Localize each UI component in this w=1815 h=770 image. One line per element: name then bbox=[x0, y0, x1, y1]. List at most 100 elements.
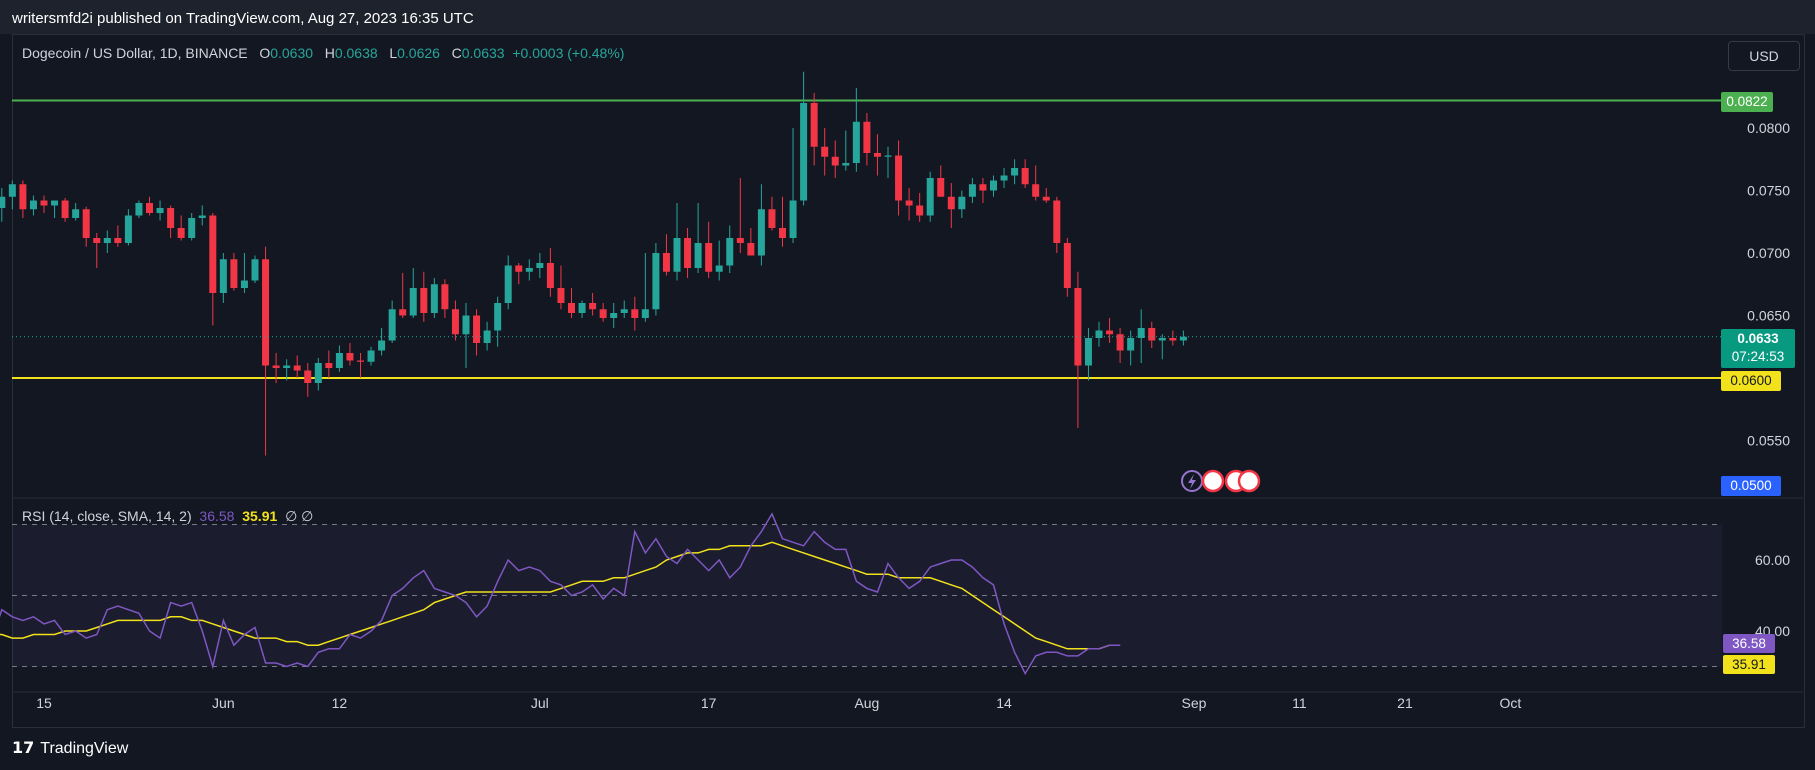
candle-body bbox=[61, 200, 69, 218]
candle-body bbox=[1011, 168, 1019, 176]
candle-body bbox=[1063, 243, 1071, 288]
candle-body bbox=[29, 200, 37, 210]
candle-body bbox=[757, 209, 765, 256]
rsi-label: RSI (14, close, SMA, 14, 2) bbox=[22, 508, 192, 524]
event-markers[interactable] bbox=[1181, 469, 1261, 493]
candle-body bbox=[388, 309, 396, 341]
time-tick-label: Jun bbox=[212, 695, 235, 711]
rsi-legend-value: 36.58 bbox=[199, 508, 235, 524]
change-value: +0.0003 (+0.48%) bbox=[512, 45, 625, 61]
candle-body bbox=[494, 303, 502, 331]
candle-body bbox=[177, 228, 185, 238]
candle-body bbox=[705, 243, 713, 272]
candle-body bbox=[578, 303, 586, 313]
candle-body bbox=[715, 265, 723, 272]
time-tick-label: 15 bbox=[36, 695, 52, 711]
price-axis: 0.0800 0.0750 0.0700 0.0650 0.0550 bbox=[1747, 120, 1790, 449]
rsi-sma-value-badge: 35.91 bbox=[1723, 655, 1775, 674]
us-flag-event-icon bbox=[1201, 469, 1225, 493]
rsi-legend[interactable]: RSI (14, close, SMA, 14, 2) 36.58 35.91 … bbox=[22, 508, 313, 525]
candle-body bbox=[451, 309, 459, 335]
candle-body bbox=[958, 196, 966, 210]
candle-body bbox=[1084, 338, 1092, 366]
candle-body bbox=[146, 203, 153, 213]
close-value: 0.0633 bbox=[461, 45, 505, 61]
candle-body bbox=[1116, 334, 1124, 351]
candle-body bbox=[0, 196, 6, 208]
candle-body bbox=[852, 121, 860, 163]
candle-body bbox=[1137, 328, 1145, 338]
candle-body bbox=[198, 215, 206, 218]
price-tick-label: 0.0700 bbox=[1747, 245, 1790, 261]
currency-button[interactable]: USD bbox=[1728, 41, 1800, 71]
candle-body bbox=[821, 146, 829, 157]
candle-body bbox=[114, 238, 122, 243]
candle-body bbox=[726, 238, 734, 266]
candle-body bbox=[937, 178, 945, 197]
current-price-badge: 0.0633 07:24:53 bbox=[1721, 329, 1795, 368]
time-tick-label: 14 bbox=[996, 695, 1012, 711]
resistance-price-badge: 0.0822 bbox=[1721, 92, 1773, 112]
candle-body bbox=[694, 243, 702, 268]
time-tick-label: 12 bbox=[332, 695, 348, 711]
price-tick-label: 0.0800 bbox=[1747, 120, 1790, 136]
candle-body bbox=[314, 363, 322, 383]
candle-body bbox=[1106, 330, 1114, 335]
top-bar: writersmfd2i published on TradingView.co… bbox=[0, 0, 1815, 34]
candle-body bbox=[557, 288, 565, 303]
footer-branding[interactable]: 17 TradingView bbox=[12, 738, 128, 758]
candle-body bbox=[831, 156, 839, 166]
price-tick-label: 0.0750 bbox=[1747, 183, 1790, 199]
candle-body bbox=[251, 259, 259, 281]
candle-body bbox=[103, 238, 111, 243]
close-label: C bbox=[451, 45, 462, 61]
candle-body bbox=[947, 196, 955, 210]
candle-body bbox=[219, 259, 227, 293]
candle-body bbox=[293, 365, 301, 371]
candle-body bbox=[568, 303, 575, 313]
high-value: 0.0638 bbox=[334, 45, 378, 61]
candle-body bbox=[589, 303, 597, 310]
candle-body bbox=[525, 268, 533, 272]
symbol-legend[interactable]: Dogecoin / US Dollar, 1D, BINANCE O0.063… bbox=[22, 45, 624, 61]
candle-body bbox=[842, 163, 850, 166]
candle-body bbox=[135, 203, 143, 216]
candle-body bbox=[93, 238, 101, 243]
candle-countdown: 07:24:53 bbox=[1731, 349, 1785, 364]
time-tick-label: Aug bbox=[854, 695, 879, 711]
candle-body bbox=[1148, 328, 1156, 341]
rsi-tick-label: 60.00 bbox=[1755, 552, 1790, 568]
candle-body bbox=[905, 200, 913, 206]
candle-body bbox=[631, 309, 639, 318]
candle-body bbox=[662, 253, 670, 272]
price-tick-label: 0.0550 bbox=[1747, 433, 1790, 449]
candle-body bbox=[346, 353, 354, 361]
candle-body bbox=[304, 370, 312, 383]
candle-body bbox=[1042, 196, 1050, 201]
time-tick-label: Jul bbox=[531, 695, 549, 711]
candle-body bbox=[82, 209, 90, 238]
candle-body bbox=[1095, 330, 1103, 338]
candle-body bbox=[240, 280, 248, 288]
publisher-line: writersmfd2i published on TradingView.co… bbox=[12, 10, 474, 27]
candle-body bbox=[968, 184, 976, 197]
candle-body bbox=[610, 313, 618, 318]
rsi-extra-values: ∅ ∅ bbox=[285, 508, 314, 524]
rsi-sma-legend-value: 35.91 bbox=[242, 508, 278, 524]
candle-body bbox=[768, 209, 776, 228]
price-pane bbox=[0, 71, 1803, 499]
candle-body bbox=[335, 353, 343, 368]
candle-body bbox=[789, 200, 797, 238]
candle-body bbox=[536, 263, 544, 268]
candle-body bbox=[1074, 288, 1082, 366]
time-axis: 15 Jun 12 Jul 17 Aug 14 Sep 11 21 Oct bbox=[12, 691, 1803, 711]
candle-body bbox=[409, 288, 417, 316]
candle-body bbox=[1021, 168, 1029, 185]
candle-body bbox=[1158, 338, 1166, 341]
price-tick-label: 0.0650 bbox=[1747, 308, 1790, 324]
candle-body bbox=[599, 309, 607, 318]
low-value: 0.0626 bbox=[397, 45, 440, 61]
candle-body bbox=[230, 259, 238, 288]
candle-body bbox=[8, 184, 16, 197]
